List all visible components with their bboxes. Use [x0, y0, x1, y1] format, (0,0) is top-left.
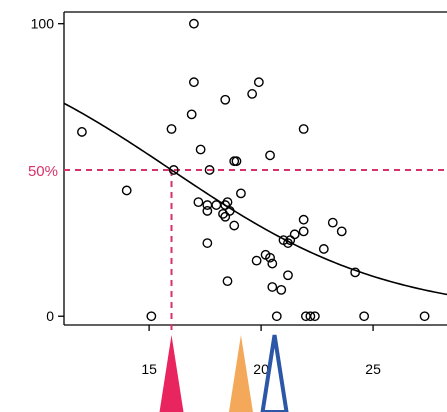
data-point	[285, 235, 296, 246]
data-point	[271, 311, 282, 322]
logistic-curve	[63, 102, 447, 296]
data-point	[189, 18, 199, 29]
data-point	[318, 244, 329, 254]
data-point	[146, 311, 157, 322]
threshold-marker-outline	[260, 334, 289, 412]
data-point	[168, 165, 179, 175]
data-point	[298, 214, 309, 225]
data-point	[236, 188, 246, 199]
data-point	[336, 226, 347, 237]
x-tick-label: 20	[253, 361, 269, 377]
data-point	[419, 311, 430, 322]
data-point	[229, 220, 240, 231]
data-point	[229, 156, 240, 167]
data-point	[251, 255, 262, 266]
data-point	[298, 124, 309, 134]
data-point	[77, 127, 87, 137]
data-point	[267, 282, 278, 292]
data-point	[253, 77, 264, 88]
data-point	[276, 284, 287, 295]
threshold-markers	[159, 334, 289, 412]
data-points	[77, 18, 430, 322]
data-point	[166, 124, 177, 134]
data-point	[289, 229, 300, 240]
data-point	[195, 144, 206, 155]
data-point	[121, 185, 132, 196]
fitted-curve	[63, 102, 447, 296]
x-tick-label: 25	[365, 361, 381, 377]
data-point	[211, 200, 222, 210]
data-point	[222, 197, 233, 208]
data-point	[202, 206, 213, 216]
data-point	[359, 311, 370, 322]
data-point	[204, 165, 215, 175]
data-point	[220, 94, 231, 105]
data-point	[283, 238, 293, 248]
y-tick-label: 0	[46, 308, 54, 324]
data-point	[247, 89, 258, 99]
data-point	[350, 267, 361, 278]
axes: 0 100 15 20 25	[31, 16, 381, 377]
data-point	[298, 226, 309, 237]
reference-lines: 50%	[28, 163, 447, 333]
data-point	[218, 208, 228, 219]
data-point	[186, 109, 197, 120]
data-point	[220, 211, 231, 222]
data-point	[265, 252, 275, 263]
x-tick-label: 15	[141, 361, 157, 377]
y-tick-label: 100	[31, 16, 55, 32]
threshold-marker	[228, 335, 253, 412]
data-point	[222, 276, 233, 287]
data-point	[305, 311, 316, 322]
data-point	[189, 77, 199, 88]
data-point	[309, 311, 320, 322]
data-point	[193, 197, 204, 208]
data-point	[283, 270, 293, 281]
data-point	[267, 258, 278, 269]
reference-label: 50%	[28, 163, 58, 180]
data-point	[327, 217, 338, 228]
data-point	[202, 238, 213, 248]
data-point	[265, 150, 275, 161]
plot-frame	[63, 11, 447, 326]
threshold-marker	[159, 335, 184, 412]
